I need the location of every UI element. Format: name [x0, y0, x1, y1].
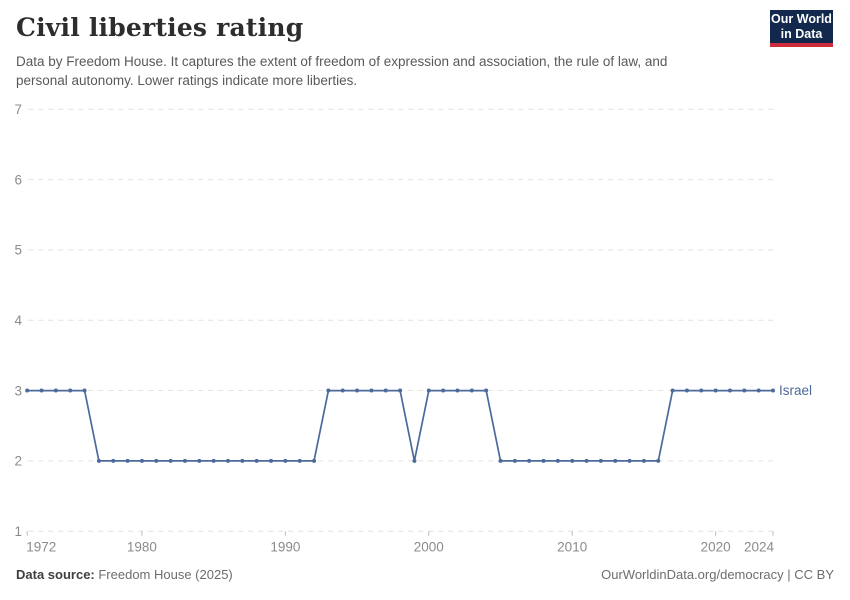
- series-line-israel: [26, 389, 774, 462]
- data-point-1982: [168, 458, 173, 463]
- data-point-2005: [498, 458, 503, 463]
- data-point-1989: [269, 458, 274, 463]
- page-title: Civil liberties rating: [16, 13, 304, 42]
- y-axis-label-6: 6: [14, 172, 22, 187]
- data-point-2022: [742, 388, 747, 393]
- data-point-1987: [240, 458, 245, 463]
- data-point-1986: [225, 458, 230, 463]
- data-source-label: Data source:: [16, 567, 95, 582]
- data-point-1983: [182, 458, 187, 463]
- y-axis-label-7: 7: [14, 102, 22, 117]
- data-point-1993: [326, 388, 331, 393]
- data-point-1999: [412, 458, 417, 463]
- data-point-2024: [771, 388, 775, 393]
- y-axis-label-4: 4: [14, 313, 22, 328]
- data-point-2014: [627, 458, 632, 463]
- data-source: Data source: Freedom House (2025): [16, 567, 233, 582]
- data-point-2004: [484, 388, 489, 393]
- data-point-1990: [283, 458, 288, 463]
- x-axis-label-2010: 2010: [557, 540, 587, 555]
- data-point-1973: [39, 388, 44, 393]
- x-axis-label-1980: 1980: [127, 540, 157, 555]
- data-point-1974: [53, 388, 58, 393]
- data-point-2019: [699, 388, 704, 393]
- data-point-2013: [613, 458, 618, 463]
- data-point-2016: [656, 458, 661, 463]
- subtitle-line-2: personal autonomy. Lower ratings indicat…: [16, 73, 358, 88]
- data-point-1977: [96, 458, 101, 463]
- data-point-1976: [82, 388, 87, 393]
- data-point-1979: [125, 458, 130, 463]
- y-axis-label-1: 1: [14, 524, 22, 539]
- x-axis-label-2024: 2024: [744, 540, 775, 555]
- chart-subtitle: Data by Freedom House. It captures the e…: [16, 52, 756, 90]
- y-axis-label-2: 2: [14, 454, 22, 469]
- data-point-2012: [598, 458, 603, 463]
- data-point-1972: [25, 388, 30, 393]
- data-point-1984: [197, 458, 202, 463]
- data-point-2015: [641, 458, 646, 463]
- data-point-1975: [68, 388, 73, 393]
- license-credit: OurWorldinData.org/democracy | CC BY: [601, 567, 834, 582]
- owid-logo: Our World in Data: [770, 10, 833, 47]
- data-point-2010: [570, 458, 575, 463]
- data-point-1988: [254, 458, 259, 463]
- data-point-2007: [527, 458, 532, 463]
- data-point-2008: [541, 458, 546, 463]
- data-source-value: Freedom House (2025): [94, 567, 233, 582]
- data-point-1997: [383, 388, 388, 393]
- y-axis-label-5: 5: [14, 243, 22, 258]
- data-point-1991: [297, 458, 302, 463]
- data-point-2017: [670, 388, 675, 393]
- data-point-1995: [355, 388, 360, 393]
- data-point-1980: [139, 458, 144, 463]
- data-point-2023: [756, 388, 761, 393]
- data-point-2000: [426, 388, 431, 393]
- series-end-label-israel: Israel: [779, 383, 812, 398]
- owid-logo-line-2: in Data: [780, 26, 823, 41]
- data-point-1996: [369, 388, 374, 393]
- data-point-2006: [512, 458, 517, 463]
- data-point-2003: [469, 388, 474, 393]
- x-axis-label-1990: 1990: [270, 540, 300, 555]
- owid-logo-line-1: Our World: [771, 11, 832, 26]
- data-point-2020: [713, 388, 718, 393]
- data-point-1978: [111, 458, 116, 463]
- data-point-2002: [455, 388, 460, 393]
- data-point-2018: [684, 388, 689, 393]
- data-point-1985: [211, 458, 216, 463]
- data-point-1992: [312, 458, 317, 463]
- y-axis-label-3: 3: [14, 383, 22, 398]
- x-axis-label-2020: 2020: [701, 540, 731, 555]
- x-axis-label-2000: 2000: [414, 540, 444, 555]
- chart-footer: Data source: Freedom House (2025) OurWor…: [16, 567, 834, 582]
- x-axis-label-1972: 1972: [26, 540, 56, 555]
- data-point-1981: [154, 458, 159, 463]
- data-point-2021: [727, 388, 732, 393]
- data-point-2009: [555, 458, 560, 463]
- data-point-1994: [340, 388, 345, 393]
- data-point-1998: [398, 388, 403, 393]
- data-point-2001: [441, 388, 446, 393]
- subtitle-line-1: Data by Freedom House. It captures the e…: [16, 54, 668, 69]
- data-point-2011: [584, 458, 589, 463]
